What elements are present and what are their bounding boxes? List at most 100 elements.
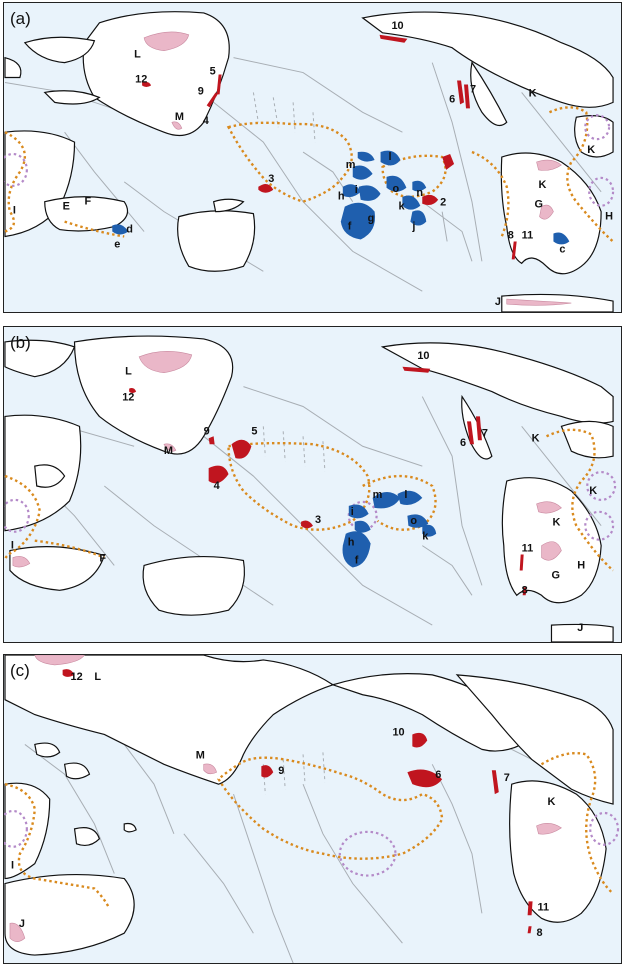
- region-i: [352, 165, 373, 180]
- label-m: m: [373, 489, 383, 501]
- label-9: 9: [198, 85, 204, 97]
- pink-areas: [143, 31, 572, 306]
- label-l: l: [404, 489, 407, 501]
- land-masses: [4, 11, 614, 312]
- region-6: [467, 421, 474, 445]
- orange-boundary: [4, 428, 614, 572]
- panel-c-label: (c): [10, 661, 30, 680]
- label-H: H: [605, 211, 613, 223]
- region-1: [442, 154, 455, 170]
- label-6: 6: [435, 769, 441, 781]
- label-11: 11: [522, 229, 534, 241]
- region-l: [380, 150, 401, 166]
- region-2: [422, 194, 439, 206]
- label-f: f: [348, 221, 352, 233]
- label-d: d: [126, 224, 133, 236]
- region-8: [522, 587, 527, 596]
- label-n: n: [416, 187, 423, 199]
- map-c-labels: 12 10 9 6 7 11 8 L M K I J: [11, 671, 556, 939]
- label-k: k: [398, 201, 405, 213]
- region-i: [348, 504, 369, 519]
- label-K3: K: [552, 517, 560, 529]
- region-12: [129, 388, 137, 394]
- region-3: [258, 183, 274, 193]
- label-i: i: [355, 184, 358, 196]
- label-K3: K: [539, 179, 547, 191]
- region-5: [231, 439, 252, 459]
- label-l: l: [389, 151, 392, 163]
- region-3: [301, 520, 313, 529]
- red-regions: [142, 34, 517, 260]
- region-h: [354, 520, 371, 533]
- map-c-svg: 12 10 9 6 7 11 8 L M K I J: [4, 655, 620, 963]
- label-K2: K: [589, 485, 597, 497]
- region-12: [142, 81, 152, 87]
- label-7: 7: [482, 427, 488, 439]
- label-3: 3: [315, 514, 321, 526]
- blue-regions: [342, 490, 437, 568]
- label-5: 5: [210, 66, 216, 78]
- region-f: [340, 202, 376, 240]
- region-o: [407, 514, 429, 528]
- region-8: [527, 926, 532, 934]
- label-4: 4: [203, 115, 209, 127]
- label-2: 2: [440, 197, 446, 209]
- label-e: e: [114, 238, 120, 250]
- label-h: h: [348, 537, 355, 549]
- label-j: j: [411, 221, 415, 233]
- region-c: [553, 232, 570, 245]
- region-4: [208, 465, 229, 484]
- map-b-svg: 10 12 9 5 4 3 6 7 11 8 m l i o h f k L M…: [4, 335, 617, 642]
- label-i: i: [351, 506, 354, 518]
- label-8: 8: [522, 584, 528, 596]
- region-o: [386, 175, 407, 192]
- orange-boundary: [4, 106, 614, 243]
- region-9: [208, 436, 215, 445]
- label-o: o: [392, 183, 399, 195]
- region-6: [407, 769, 443, 788]
- map-panel-a: 10 12 5 9 4 3 6 7 2 8 11 m l i o h g f k…: [3, 2, 622, 313]
- label-11: 11: [538, 901, 550, 913]
- label-7: 7: [504, 772, 510, 784]
- panel-a-label: (a): [10, 9, 31, 28]
- region-g: [358, 185, 381, 201]
- label-g: g: [368, 213, 375, 225]
- region-10: [379, 34, 408, 43]
- label-F: F: [84, 196, 91, 208]
- region-11: [527, 901, 533, 916]
- label-I: I: [11, 860, 14, 872]
- region-7: [491, 770, 499, 795]
- region-11: [519, 554, 524, 571]
- label-12: 12: [122, 392, 134, 404]
- region-7: [475, 416, 482, 441]
- label-8: 8: [508, 229, 514, 241]
- label-c: c: [559, 243, 565, 255]
- label-G: G: [551, 569, 560, 581]
- region-8: [511, 241, 517, 260]
- label-9: 9: [278, 765, 284, 777]
- label-F: F: [99, 553, 106, 565]
- label-12: 12: [71, 671, 83, 683]
- orange-boundary: [4, 751, 614, 909]
- map-a-labels: 10 12 5 9 4 3 6 7 2 8 11 m l i o h g f k…: [13, 20, 613, 308]
- label-K2: K: [587, 144, 595, 156]
- label-9: 9: [204, 425, 210, 437]
- label-h: h: [338, 191, 345, 203]
- region-5: [216, 74, 222, 95]
- label-J: J: [19, 918, 25, 930]
- region-k: [422, 524, 437, 537]
- red-regions: [129, 366, 527, 596]
- region-9: [261, 765, 274, 778]
- label-o: o: [410, 515, 417, 527]
- map-b-labels: 10 12 9 5 4 3 6 7 11 8 m l i o h f k L M…: [11, 350, 597, 634]
- region-12: [62, 669, 75, 677]
- label-10: 10: [391, 20, 403, 32]
- label-4: 4: [214, 480, 221, 492]
- land-masses: [4, 655, 614, 956]
- label-f: f: [355, 554, 359, 566]
- pink-areas: [9, 655, 562, 942]
- region-10: [402, 366, 431, 373]
- region-l: [397, 490, 423, 506]
- label-10: 10: [417, 350, 429, 362]
- label-L: L: [134, 49, 141, 61]
